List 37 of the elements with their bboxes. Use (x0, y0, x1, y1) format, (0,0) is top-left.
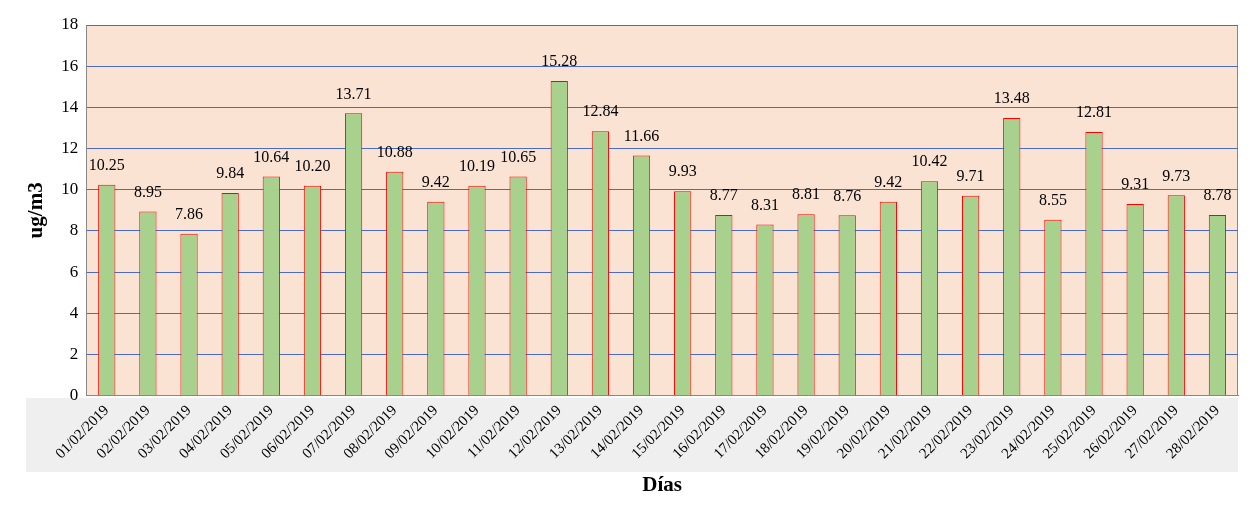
data-label: 10.20 (294, 156, 331, 174)
y-tick-label: 2 (69, 344, 79, 364)
data-label: 12.81 (1076, 103, 1113, 121)
data-label: 9.42 (421, 172, 450, 190)
y-axis-title: ug/m3 (23, 182, 48, 239)
data-label: 9.84 (216, 164, 245, 182)
data-label: 9.31 (1121, 175, 1150, 193)
data-label: 9.93 (668, 162, 697, 180)
data-label: 11.66 (623, 126, 660, 144)
data-label: 9.71 (956, 166, 985, 184)
data-label: 13.48 (993, 89, 1030, 107)
data-label: 8.31 (750, 195, 779, 213)
data-label: 10.65 (500, 147, 537, 165)
data-label: 13.71 (335, 84, 372, 102)
data-label: 7.86 (175, 205, 204, 223)
data-label: 8.55 (1038, 190, 1067, 208)
data-label: 10.64 (253, 147, 290, 165)
data-label: 10.19 (458, 157, 495, 175)
data-label: 15.28 (541, 52, 578, 70)
y-tick-label: 10 (61, 179, 79, 199)
y-tick-label: 16 (61, 55, 79, 75)
y-tick-label: 12 (61, 138, 79, 158)
data-label: 9.42 (874, 172, 903, 190)
data-label: 10.25 (88, 155, 125, 173)
data-label: 8.77 (709, 186, 738, 204)
data-label: 8.78 (1203, 186, 1232, 204)
y-tick-label: 14 (61, 96, 79, 116)
data-label: 8.76 (833, 186, 862, 204)
data-label: 8.81 (792, 185, 821, 203)
y-tick-label: 0 (69, 385, 79, 405)
y-tick-label: 18 (61, 14, 79, 34)
data-label: 10.42 (911, 152, 948, 170)
y-tick-label: 8 (69, 220, 79, 240)
data-label: 9.73 (1162, 166, 1191, 184)
x-axis-title: Días (642, 471, 682, 496)
y-tick-label: 4 (69, 302, 79, 322)
y-tick-label: 6 (69, 261, 79, 281)
